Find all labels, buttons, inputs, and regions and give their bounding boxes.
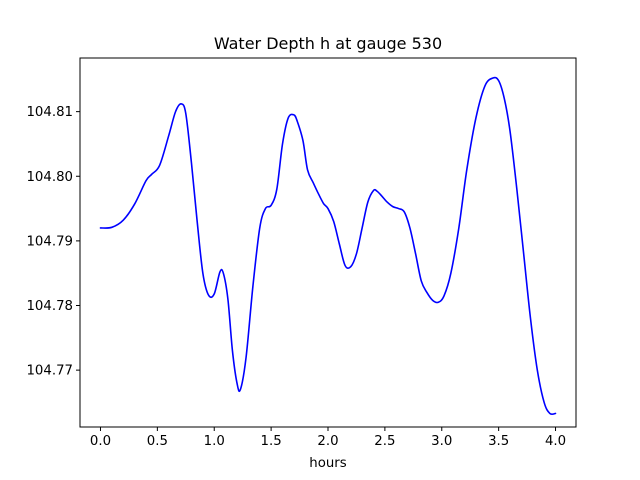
x-tick-label: 2.0: [317, 434, 338, 449]
x-tick-label: 4.0: [545, 434, 566, 449]
x-tick-label: 3.0: [431, 434, 452, 449]
series-line-0: [99, 76, 557, 416]
y-tick-label: 104.79: [26, 234, 73, 249]
x-axis-label: hours: [309, 456, 346, 471]
chart-title: Water Depth h at gauge 530: [214, 34, 442, 53]
y-tick-label: 104.80: [26, 170, 73, 185]
y-axis: 104.77 104.78 104.79 104.80 104.81: [26, 105, 80, 379]
x-tick-label: 1.5: [261, 434, 282, 449]
x-axis: 0.0 0.5 1.0 1.5 2.0 2.5 3.0 3.5 4.0: [90, 427, 566, 449]
x-tick-label: 3.5: [488, 434, 509, 449]
y-tick-label: 104.78: [26, 299, 73, 314]
x-tick-label: 0.5: [147, 434, 168, 449]
x-tick-label: 0.0: [90, 434, 111, 449]
y-tick-label: 104.77: [26, 364, 73, 379]
plot-area: [80, 58, 576, 427]
y-tick-label: 104.81: [26, 105, 73, 120]
data-layer: [99, 76, 557, 416]
x-tick-label: 1.0: [204, 434, 225, 449]
x-tick-label: 2.5: [374, 434, 395, 449]
